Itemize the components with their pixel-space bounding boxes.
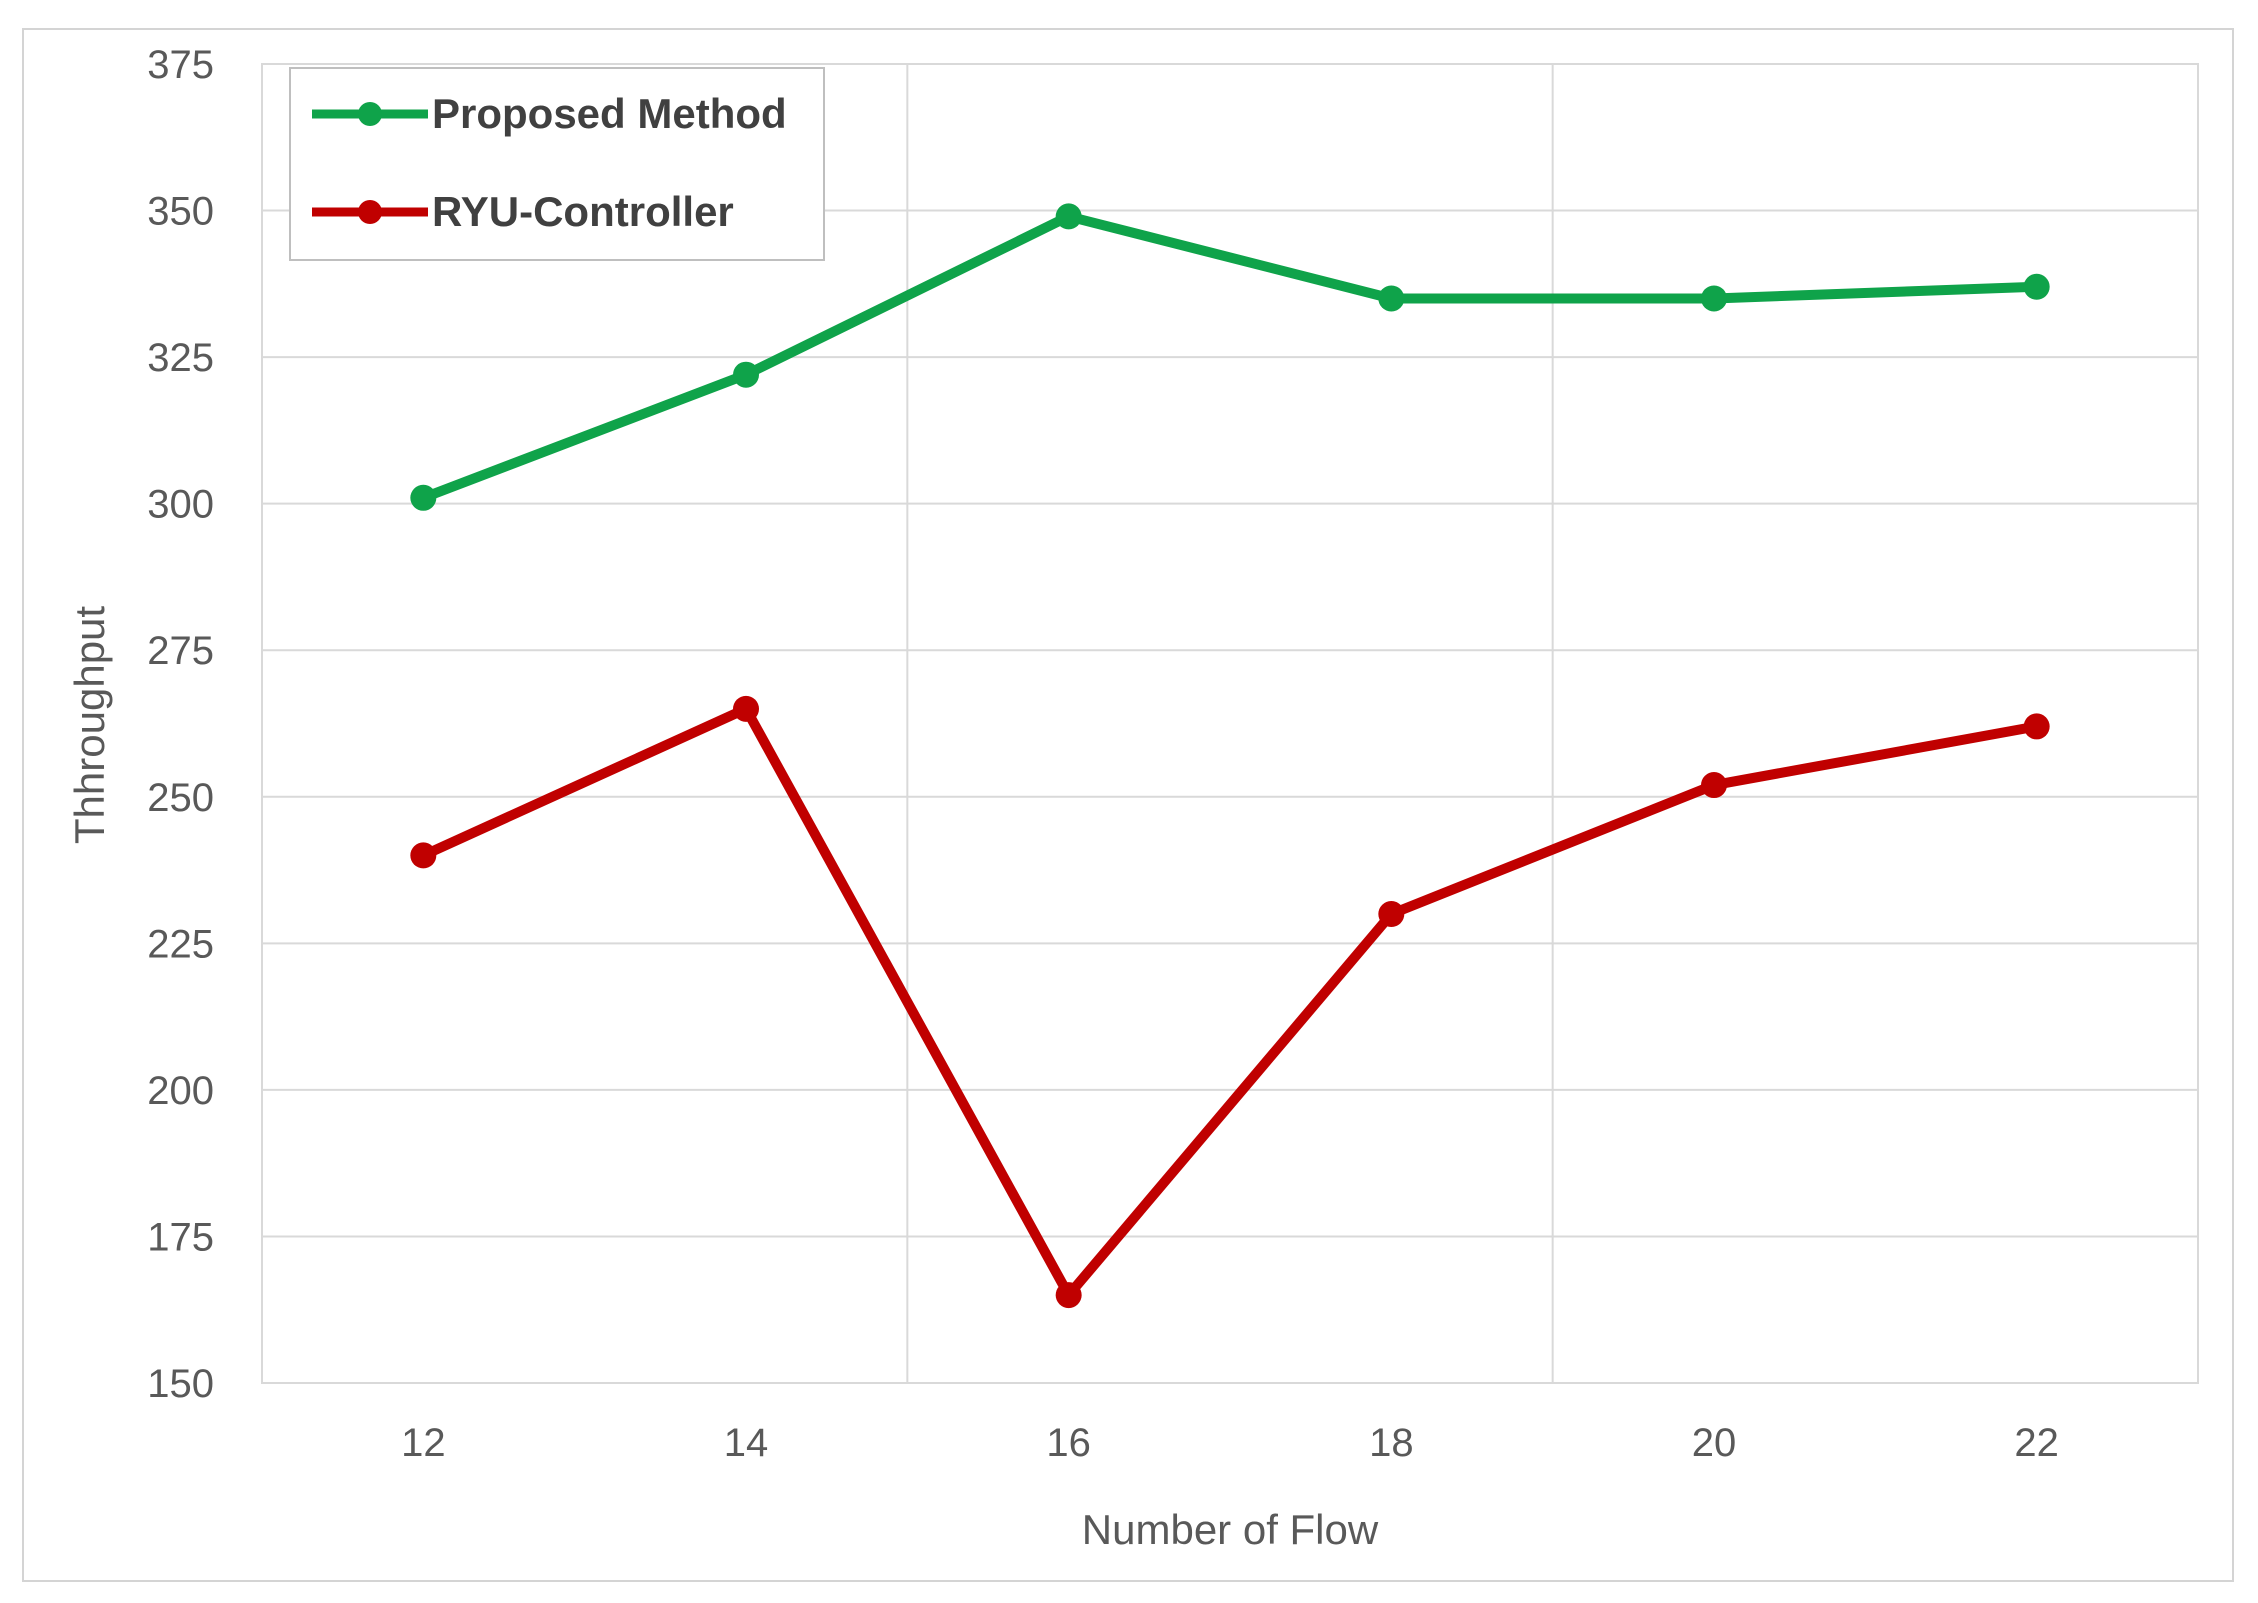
y-tick-label: 200 xyxy=(147,1069,214,1113)
legend-box xyxy=(289,67,825,261)
data-point xyxy=(410,842,437,869)
y-tick-label: 375 xyxy=(147,43,214,87)
legend-label: RYU-Controller xyxy=(432,188,734,235)
data-point xyxy=(1701,772,1727,799)
data-point xyxy=(1378,901,1405,928)
legend-item: RYU-Controller xyxy=(312,188,734,235)
data-point xyxy=(2023,713,2050,740)
series-2 xyxy=(410,695,2050,1309)
y-tick-label: 250 xyxy=(147,776,214,820)
plot-area-background xyxy=(262,64,2198,1383)
data-point xyxy=(733,361,759,388)
y-tick-label: 175 xyxy=(147,1215,214,1259)
series-lines xyxy=(410,203,2050,1309)
x-tick-label: 14 xyxy=(724,1421,769,1465)
y-tick-label: 225 xyxy=(147,922,214,966)
x-tick-label: 20 xyxy=(1692,1421,1737,1465)
data-point xyxy=(733,695,759,722)
x-tick-label: 18 xyxy=(1369,1421,1414,1465)
y-axis-title: Thhroughput xyxy=(66,606,113,845)
legend: Proposed Method RYU-Controller xyxy=(289,67,825,261)
plot-border xyxy=(261,63,2199,1384)
y-tick-label: 150 xyxy=(147,1362,214,1406)
x-tick-label: 16 xyxy=(1046,1421,1091,1465)
y-tick-label: 350 xyxy=(147,190,214,234)
grid-lines xyxy=(261,63,2199,1384)
data-point xyxy=(1055,1282,1082,1309)
y-tick-label: 275 xyxy=(147,629,214,673)
legend-marker xyxy=(358,102,382,126)
y-axis-ticks: 150 175 200 225 250 275 300 325 350 375 xyxy=(147,43,214,1406)
data-point xyxy=(1701,285,1727,312)
legend-label: Proposed Method xyxy=(432,90,787,137)
y-tick-label: 300 xyxy=(147,483,214,527)
data-point xyxy=(1378,285,1405,312)
data-point xyxy=(410,484,437,511)
x-axis-title: Number of Flow xyxy=(1082,1506,1379,1553)
data-point xyxy=(2023,273,2050,300)
y-tick-label: 325 xyxy=(147,336,214,380)
series-line xyxy=(418,211,2042,503)
legend-marker xyxy=(358,200,382,224)
series-line xyxy=(418,703,2042,1301)
series-1 xyxy=(410,203,2050,511)
legend-item: Proposed Method xyxy=(312,90,787,137)
plot-area xyxy=(262,64,2198,1383)
x-axis-ticks: 12 14 16 18 20 22 xyxy=(401,1421,2059,1465)
x-tick-label: 22 xyxy=(2014,1421,2059,1465)
data-point xyxy=(1055,203,1082,230)
x-tick-label: 12 xyxy=(401,1421,446,1465)
